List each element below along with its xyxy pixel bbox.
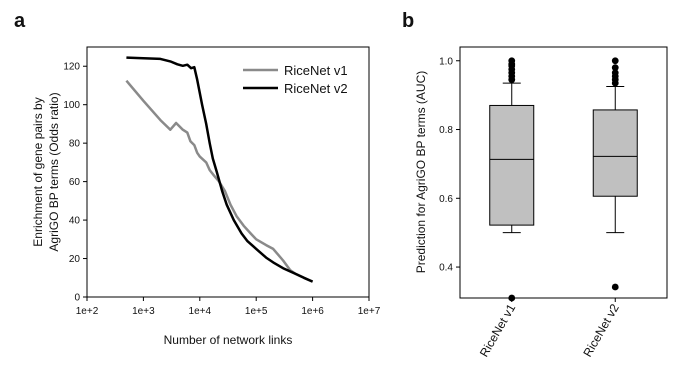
y-axis-ticks-a: 0 20 40 60 80 100 120 [63, 62, 87, 304]
outlier-point [611, 69, 619, 77]
legend-label-ricenet-v2: RiceNet v2 [284, 81, 348, 96]
line-chart-panel-a: 0 20 40 60 80 100 120 1e+2 1e+3 1e+4 1e+5 1e+6 1e+7… [31, 46, 381, 347]
series-line-ricenet-v1 [125, 79, 314, 283]
box-ricenet-v1 [489, 57, 535, 302]
box-iqr [489, 104, 535, 226]
y-axis-title-b: Prediction for AgriGO BP terms (AUC) [414, 71, 428, 274]
y-axis-ticks-b: 0.4 0.6 0.8 1.0 [439, 56, 460, 274]
outlier-point [611, 57, 619, 65]
y-tick-label-b: 0.6 [439, 194, 453, 205]
x-tick-label-a: 1e+6 [301, 306, 324, 317]
y-tick-label-a: 20 [69, 254, 81, 265]
outlier-point [508, 57, 516, 65]
outlier-point [611, 283, 619, 291]
y-tick-label-a: 60 [69, 177, 81, 188]
x-tick-label-a: 1e+3 [132, 306, 155, 317]
y-tick-label-a: 40 [69, 216, 81, 227]
x-category-label-ricenet-v2: RiceNet v2 [580, 301, 622, 359]
x-tick-label-a: 1e+2 [76, 306, 99, 317]
y-axis-title-a-line1: Enrichment of gene pairs by [31, 97, 45, 246]
x-category-label-ricenet-v1: RiceNet v1 [477, 301, 519, 359]
y-tick-label-b: 0.4 [439, 263, 453, 274]
y-tick-label-a: 120 [63, 62, 80, 73]
box-ricenet-v2 [592, 57, 638, 291]
y-axis-title-a-line2: AgriGO BP terms (Odds ratio) [47, 92, 61, 251]
legend-label-ricenet-v1: RiceNet v1 [284, 63, 348, 78]
boxes-b [489, 57, 638, 302]
y-tick-label-a: 100 [63, 100, 80, 111]
x-tick-label-a: 1e+7 [358, 306, 381, 317]
box-plot-panel-b: 0.4 0.6 0.8 1.0 RiceNet v1 RiceNet v2 Predic… [414, 46, 668, 359]
x-tick-label-a: 1e+5 [245, 306, 268, 317]
panel-b-letter: b [402, 10, 414, 32]
series-lines-a [125, 56, 314, 283]
outlier-point [611, 64, 619, 72]
y-tick-label-a: 0 [74, 293, 80, 304]
box-iqr [592, 109, 638, 197]
x-axis-ticks-a: 1e+2 1e+3 1e+4 1e+5 1e+6 1e+7 [76, 297, 381, 317]
legend-a: RiceNet v1 RiceNet v2 [243, 63, 348, 96]
y-tick-label-a: 80 [69, 139, 81, 150]
x-tick-label-a: 1e+4 [189, 306, 212, 317]
series-line-ricenet-v2 [126, 56, 314, 283]
x-axis-title-a: Number of network links [164, 333, 293, 347]
y-tick-label-b: 1.0 [439, 56, 453, 67]
x-axis-category-labels-b: RiceNet v1 RiceNet v2 [477, 298, 622, 359]
y-tick-label-b: 0.8 [439, 125, 453, 136]
panel-a-letter: a [14, 10, 26, 32]
